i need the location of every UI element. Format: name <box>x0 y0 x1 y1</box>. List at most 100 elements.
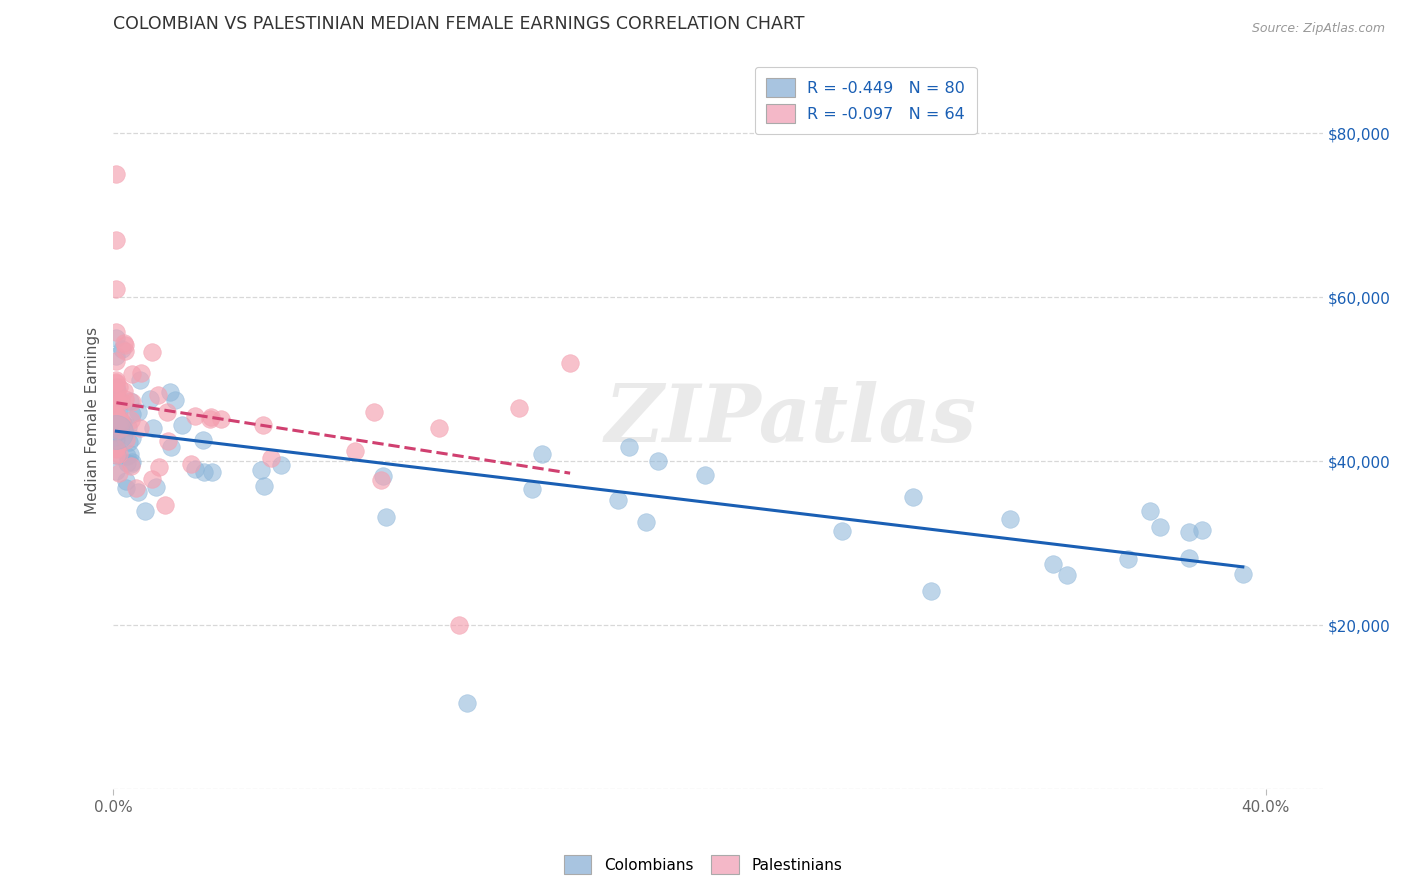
Point <box>183 409 205 423</box>
Point <box>193 466 215 480</box>
Point <box>693 468 716 483</box>
Point <box>1178 551 1201 566</box>
Point <box>1139 504 1161 518</box>
Point <box>153 499 176 513</box>
Point <box>105 423 128 437</box>
Point <box>105 393 128 408</box>
Point <box>105 409 128 423</box>
Point <box>107 447 129 461</box>
Point <box>105 384 128 399</box>
Point <box>634 516 657 530</box>
Point <box>117 450 139 464</box>
Point <box>107 421 129 435</box>
Point <box>108 422 131 436</box>
Point <box>111 342 134 356</box>
Point <box>159 385 181 400</box>
Point <box>114 344 136 359</box>
Point <box>141 472 163 486</box>
Point <box>105 448 128 462</box>
Y-axis label: Median Female Earnings: Median Female Earnings <box>86 326 100 514</box>
Point <box>114 475 136 489</box>
Point <box>114 481 136 495</box>
Point <box>370 473 392 487</box>
Point <box>520 482 543 496</box>
Point <box>121 394 143 409</box>
Point <box>903 490 925 504</box>
Point <box>105 417 128 432</box>
Point <box>107 416 129 430</box>
Point <box>105 408 128 422</box>
Point <box>427 421 450 435</box>
Point <box>343 444 366 458</box>
Point <box>127 485 149 500</box>
Point <box>1042 557 1064 571</box>
Point <box>259 451 281 466</box>
Point <box>1178 525 1201 540</box>
Point <box>105 448 128 462</box>
Point <box>374 510 396 524</box>
Point <box>110 415 132 429</box>
Point <box>148 388 170 402</box>
Point <box>105 395 128 409</box>
Point <box>121 407 143 421</box>
Point <box>110 393 132 408</box>
Point <box>105 282 128 296</box>
Legend: Colombians, Palestinians: Colombians, Palestinians <box>558 849 848 880</box>
Point <box>115 456 138 470</box>
Point <box>118 435 141 450</box>
Point <box>111 416 134 430</box>
Point <box>105 417 128 432</box>
Point <box>617 441 640 455</box>
Point <box>200 410 222 425</box>
Point <box>184 462 207 476</box>
Point <box>129 421 152 435</box>
Point <box>209 412 232 426</box>
Point <box>105 441 128 455</box>
Point <box>114 338 136 352</box>
Point <box>831 524 853 539</box>
Point <box>105 415 128 429</box>
Point <box>1232 566 1254 581</box>
Point <box>141 345 163 359</box>
Point <box>105 354 128 368</box>
Point <box>250 462 273 476</box>
Point <box>105 167 128 181</box>
Point <box>105 396 128 410</box>
Point <box>105 416 128 430</box>
Point <box>607 492 630 507</box>
Point <box>180 457 202 471</box>
Point <box>105 326 128 340</box>
Point <box>110 419 132 434</box>
Point <box>125 482 148 496</box>
Point <box>117 420 139 434</box>
Point <box>270 458 292 472</box>
Point <box>107 415 129 429</box>
Text: COLOMBIAN VS PALESTINIAN MEDIAN FEMALE EARNINGS CORRELATION CHART: COLOMBIAN VS PALESTINIAN MEDIAN FEMALE E… <box>114 15 806 33</box>
Point <box>134 504 156 518</box>
Point <box>558 356 581 370</box>
Point <box>108 404 131 418</box>
Text: ZIPatlas: ZIPatlas <box>605 382 977 458</box>
Point <box>120 459 142 474</box>
Point <box>105 412 128 426</box>
Point <box>191 434 214 448</box>
Point <box>201 465 224 479</box>
Point <box>1056 568 1078 582</box>
Point <box>170 417 193 432</box>
Point <box>148 460 170 475</box>
Point <box>105 442 128 456</box>
Point <box>112 384 135 398</box>
Point <box>1191 523 1213 537</box>
Point <box>105 442 128 456</box>
Point <box>920 583 942 598</box>
Point <box>363 404 385 418</box>
Point <box>105 349 128 363</box>
Point <box>120 393 142 408</box>
Point <box>156 405 179 419</box>
Point <box>105 373 128 387</box>
Point <box>105 389 128 403</box>
Point <box>114 392 136 406</box>
Point <box>105 375 128 389</box>
Point <box>105 389 128 403</box>
Point <box>647 454 669 468</box>
